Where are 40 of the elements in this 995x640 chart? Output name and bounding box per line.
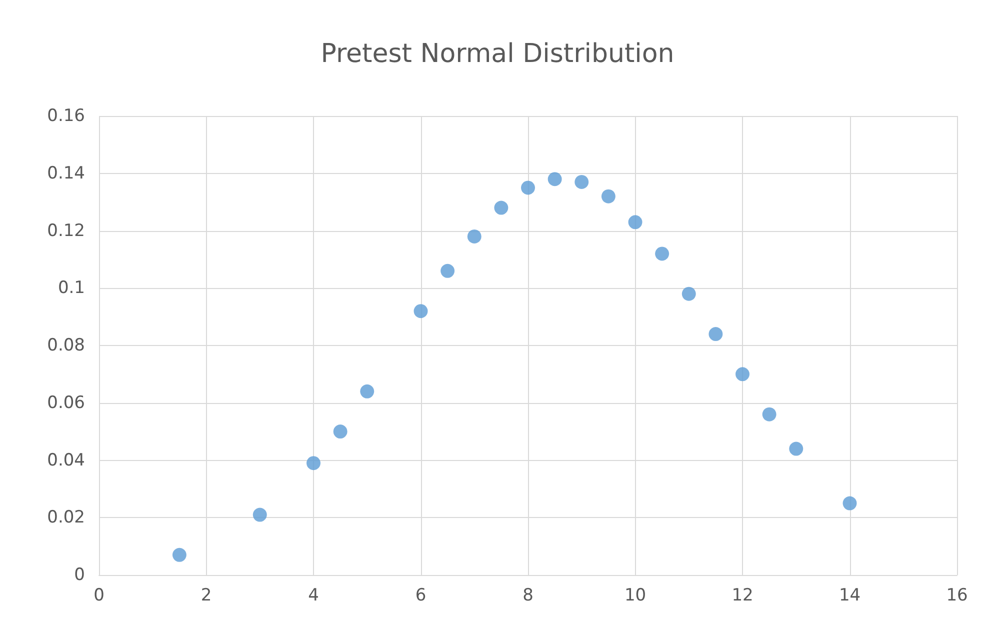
x-tick-label: 10 [624, 586, 646, 606]
point [736, 367, 750, 382]
x-tick-label: 4 [308, 586, 319, 606]
y-tick-label: 0.14 [47, 163, 85, 184]
y-tick-label: 0 [74, 565, 85, 585]
x-tick-label: 12 [732, 586, 754, 606]
x-tick-label: 14 [838, 586, 861, 606]
point [521, 180, 535, 195]
point [467, 229, 482, 244]
point [601, 189, 616, 204]
y-tick-label: 0.1 [58, 278, 85, 298]
point [548, 172, 562, 186]
point [574, 174, 589, 189]
y-tick-label: 0.02 [47, 508, 85, 528]
y-tick-label: 0.04 [47, 450, 85, 470]
chart-title: Pretest Normal Distribution [320, 39, 674, 69]
y-tick-label: 0.06 [47, 392, 85, 413]
point [842, 496, 857, 510]
x-tick-label: 16 [946, 586, 968, 606]
point [628, 215, 642, 230]
point [682, 286, 696, 301]
point [333, 424, 348, 439]
y-tick-label: 0.12 [47, 220, 85, 241]
x-tick-label: 6 [415, 586, 426, 606]
point [789, 442, 804, 456]
point [252, 508, 267, 522]
x-tick-label: 0 [94, 586, 104, 606]
point [494, 200, 508, 215]
y-tick-label: 0.16 [47, 106, 85, 126]
point [708, 327, 723, 342]
y-tick-label: 0.08 [47, 336, 85, 356]
point [172, 548, 186, 562]
point [762, 407, 776, 422]
x-tick-label: 2 [200, 586, 212, 606]
point [655, 246, 670, 261]
x-tick-label: 8 [522, 586, 534, 606]
point [414, 304, 428, 318]
point [306, 456, 320, 470]
point [360, 384, 374, 398]
point [440, 264, 455, 278]
